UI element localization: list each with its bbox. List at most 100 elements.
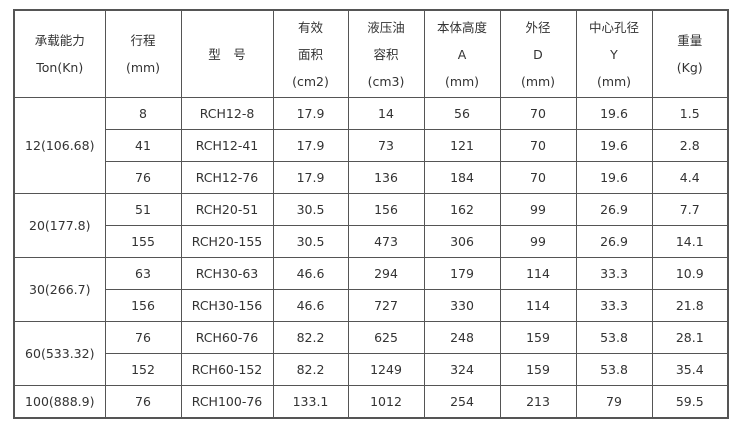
table-cell: 17.9 [272,161,349,194]
table-cell: 17.9 [272,129,349,162]
header-line: 承载能力 [34,33,85,48]
table-cell: 70 [499,97,577,130]
table-row: 12(106.68) 8 RCH12-8 17.9 14 56 70 19.6 1.5 [13,97,729,194]
header-line: 面积 [297,46,323,62]
table-row: 152 RCH60-152 82.2 1249 324 159 53.8 35.4 [14,353,729,386]
table-cell: 70 [499,129,577,162]
table-cell: 82.2 [272,321,349,354]
table-cell: 254 [423,385,501,419]
table-cell: 156 [104,289,182,322]
table-cell: 26.9 [575,225,653,258]
table-cell: 159 [499,353,577,386]
table-cell: 473 [347,225,425,258]
table-cell: 70 [499,161,577,194]
table-cell: 1012 [347,385,425,419]
column-header: 重量 (Kg) [651,9,729,98]
column-header: 承载能力 Ton(Kn) [13,9,106,98]
header-line: 重量 [677,33,703,48]
header-line: (mm) [596,73,632,89]
header-line: 外径 [525,19,551,35]
table-cell: 133.1 [272,385,349,419]
table-cell: 14.1 [651,225,729,258]
table-cell: 294 [347,257,425,290]
capacity-cell: 60(533.32) [13,321,106,386]
table-cell: RCH30-156 [180,289,274,322]
header-line: (Kg) [676,60,703,75]
table-row: 76 RCH12-76 17.9 136 184 70 19.6 4.4 [14,161,729,194]
table-cell: 19.6 [575,161,653,194]
capacity-cell: 20(177.8) [13,193,106,258]
header-line: (mm) [444,73,480,89]
table-cell: 1249 [347,353,425,386]
table-cell: 79 [575,385,653,419]
header-line: D [533,46,543,62]
table-cell: 51 [104,193,182,226]
header-line: A [457,46,467,62]
header-line: 型 号 [208,46,246,62]
column-header: 本体高度 A (mm) [423,9,501,98]
header-line: 容积 [373,46,399,62]
column-header: 型 号 [180,9,274,98]
table-cell: 28.1 [651,321,729,354]
table-cell: 330 [423,289,501,322]
table-cell: 33.3 [575,257,653,290]
table-cell: 19.6 [575,97,653,130]
table-cell: 152 [104,353,182,386]
table-cell: 46.6 [272,257,349,290]
table-cell: RCH12-76 [180,161,274,194]
table-cell: 99 [499,225,577,258]
table-cell: 56 [423,97,501,130]
table-cell: 248 [423,321,501,354]
table-cell: 155 [104,225,182,258]
table-cell: 306 [423,225,501,258]
table-cell: 76 [104,161,182,194]
table-cell: RCH100-76 [180,385,274,419]
table-cell: 63 [104,257,182,290]
header-line: (mm) [520,73,556,89]
table-cell: 179 [423,257,501,290]
table-cell: 76 [104,321,182,354]
table-cell: RCH12-41 [180,129,274,162]
table-cell: RCH12-8 [180,97,274,130]
table-cell: 4.4 [651,161,729,194]
table-cell: 14 [347,97,425,130]
header-line: (cm2) [292,73,329,89]
capacity-cell: 12(106.68) [13,97,106,194]
header-line: Y [610,46,618,62]
table-cell: 82.2 [272,353,349,386]
spec-table: 承载能力 Ton(Kn) 行程 (mm) 型 号 有效 面积 (cm2) 液压油 容积 (cm3) 本… [13,9,729,419]
capacity-cell: 30(266.7) [13,257,106,322]
table-cell: 184 [423,161,501,194]
table-cell: 156 [347,193,425,226]
table-cell: 30.5 [272,225,349,258]
header-line: 有效 [297,19,323,35]
table-cell: 114 [499,257,577,290]
table-cell: 136 [347,161,425,194]
header-line: 本体高度 [436,19,487,35]
table-cell: 625 [347,321,425,354]
table-cell: 59.5 [651,385,729,419]
table-cell: 2.8 [651,129,729,162]
table-cell: 17.9 [272,97,349,130]
table-cell: 30.5 [272,193,349,226]
header-line: 液压油 [367,19,405,35]
table-cell: 76 [104,385,182,419]
column-header: 液压油 容积 (cm3) [347,9,425,98]
table-row: 100(888.9) 76 RCH100-76 133.1 1012 254 213 79 59… [13,385,729,419]
table-row: 156 RCH30-156 46.6 727 330 114 33.3 21.8 [14,289,729,322]
table-row: 60(533.32) 76 RCH60-76 82.2 625 248 159 53.8 28.… [13,321,729,386]
table-cell: 21.8 [651,289,729,322]
table-cell: 213 [499,385,577,419]
table-cell: 7.7 [651,193,729,226]
table-cell: 26.9 [575,193,653,226]
table-cell: 99 [499,193,577,226]
table-cell: 35.4 [651,353,729,386]
column-header: 行程 (mm) [104,9,182,98]
table-cell: 19.6 [575,129,653,162]
table-cell: 324 [423,353,501,386]
table-cell: RCH60-152 [180,353,274,386]
table-cell: 53.8 [575,353,653,386]
table-cell: 162 [423,193,501,226]
table-cell: 46.6 [272,289,349,322]
table-cell: 53.8 [575,321,653,354]
